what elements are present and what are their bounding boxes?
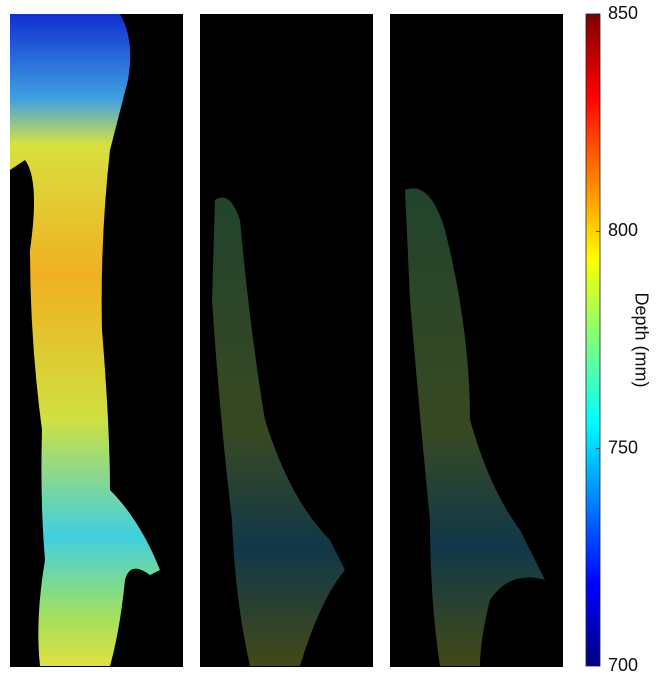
panel-1	[10, 14, 183, 667]
panel-3	[390, 14, 563, 667]
colorbar-label: Depth (mm)	[631, 292, 651, 387]
tick-label: 750	[608, 437, 638, 457]
figure: 700 750 800 850 Depth (mm)	[0, 0, 664, 681]
tick-label: 800	[608, 220, 638, 240]
tick-label: 700	[608, 655, 638, 675]
colorbar: 700 750 800 850	[586, 3, 638, 675]
panel-2	[200, 14, 373, 667]
tick-label: 850	[608, 3, 638, 23]
colorbar-scale	[586, 14, 600, 666]
